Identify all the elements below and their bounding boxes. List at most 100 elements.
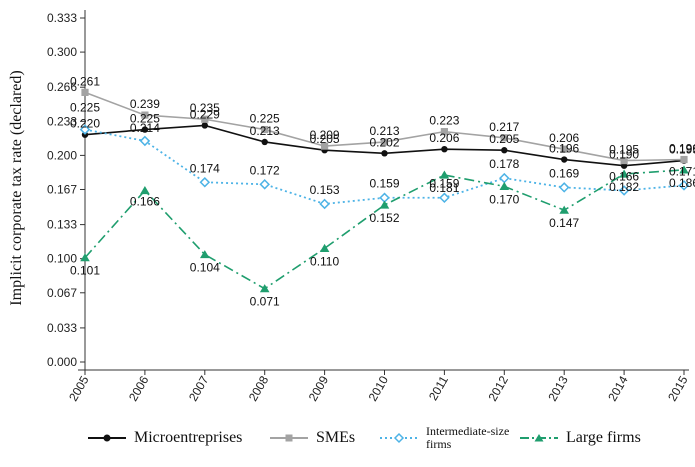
microentreprises-marker — [201, 122, 208, 129]
y-tick-label: 0.033 — [47, 321, 77, 335]
x-tick-label: 2007 — [186, 373, 212, 403]
legend-label: Large firms — [566, 429, 641, 446]
data-label-large-firms: 0.110 — [310, 254, 339, 268]
legend-label: SMEs — [316, 429, 356, 446]
data-label-microentreprises: 0.220 — [70, 117, 100, 131]
x-tick-label: 2014 — [605, 373, 631, 403]
intermediate-size-firms-marker — [139, 135, 151, 147]
legend-label: Intermediate-size firms — [426, 424, 510, 451]
data-label-microentreprises: 0.190 — [609, 148, 639, 162]
x-tick-label: 2010 — [366, 373, 392, 403]
data-label-microentreprises: 0.205 — [310, 132, 340, 146]
smes-marker — [440, 128, 448, 136]
legend-item-smes: SMEs — [270, 423, 355, 453]
legend-label: Microentreprises — [134, 429, 243, 446]
data-label-large-firms: 0.152 — [369, 211, 399, 225]
line-chart: 0.000 0.033 0.067 0.100 0.133 0.167 0.200 0.233… — [8, 10, 695, 404]
data-label-large-firms: 0.104 — [190, 261, 220, 275]
data-label-microentreprises: 0.205 — [489, 132, 519, 146]
data-label-microentreprises: 0.195 — [669, 143, 695, 157]
data-label-intermediate-size-firms: 0.178 — [489, 157, 519, 171]
y-tick-label: 0.133 — [47, 218, 77, 232]
large-firms-marker — [499, 181, 510, 190]
data-label-smes: 0.209 — [310, 128, 340, 142]
smes-marker — [380, 138, 389, 146]
x-tick-label: 2006 — [126, 373, 152, 403]
data-label-large-firms: 0.166 — [130, 195, 160, 209]
microentreprises-marker — [141, 126, 149, 133]
large-firms-marker — [439, 170, 450, 179]
data-label-layer: 0.220 0.225 0.229 0.213 0.205 0.202 0.206 0.205… — [70, 74, 695, 308]
data-label-intermediate-size-firms: 0.225 — [70, 101, 100, 115]
intermediate-size-firms-marker — [259, 179, 270, 190]
data-label-intermediate-size-firms: 0.171 — [669, 164, 695, 178]
intermediate-size-firms-marker — [439, 192, 450, 204]
microentreprises-marker — [561, 156, 568, 163]
data-label-smes: 0.223 — [429, 114, 459, 128]
data-label-smes: 0.195 — [609, 143, 639, 157]
y-tick-label: 0.100 — [47, 252, 77, 266]
large-firms-marker — [200, 250, 210, 259]
legend-swatch-smes — [270, 434, 308, 442]
series-layer — [79, 88, 690, 293]
intermediate-size-firms-marker — [618, 185, 630, 196]
data-label-smes: 0.206 — [549, 131, 579, 145]
data-label-intermediate-size-firms: 0.169 — [549, 166, 579, 180]
data-label-microentreprises: 0.206 — [429, 131, 459, 145]
y-tick-label: 0.200 — [47, 148, 77, 162]
intermediate-size-firms-marker — [199, 176, 211, 188]
data-label-intermediate-size-firms: 0.166 — [609, 170, 639, 184]
data-label-large-firms: 0.181 — [429, 181, 459, 195]
large-firms-marker — [259, 284, 270, 293]
large-firms-marker — [559, 205, 569, 214]
series-large-firms — [80, 165, 689, 293]
large-firms-marker — [80, 253, 90, 262]
data-label-smes: 0.261 — [70, 74, 100, 88]
y-axis-title: Implicit corporate tax rate (declared) — [8, 70, 25, 305]
y-tick-label: 0.233 — [47, 114, 77, 128]
large-firms-marker — [140, 186, 150, 195]
x-tick-label: 2011 — [426, 373, 451, 403]
data-label-microentreprises: 0.196 — [549, 142, 579, 156]
legend-item-intermediate-size-firms: Intermediate-size firms — [380, 423, 524, 453]
legend-swatch-intermediate-size-firms — [380, 432, 418, 444]
data-label-smes: 0.225 — [250, 112, 280, 126]
data-label-microentreprises: 0.213 — [250, 124, 280, 138]
y-tick-label: 0.333 — [47, 11, 77, 25]
data-label-large-firms: 0.182 — [609, 180, 639, 194]
legend: Microentreprises SMEs Intermediate-size … — [80, 423, 680, 463]
data-label-large-firms: 0.186 — [669, 176, 695, 190]
microentreprises-marker — [441, 145, 448, 153]
data-label-intermediate-size-firms: 0.159 — [429, 177, 459, 191]
legend-item-microentreprises: Microentreprises — [88, 423, 242, 453]
smes-marker — [620, 156, 628, 165]
y-tick-label: 0.300 — [47, 45, 77, 59]
x-tick-label: 2008 — [246, 373, 272, 403]
smes-marker — [141, 111, 149, 119]
x-tick-label: 2013 — [545, 373, 571, 403]
legend-swatch-large-firms — [520, 434, 558, 442]
data-label-intermediate-size-firms: 0.172 — [250, 163, 280, 177]
legend-item-large-firms: Large firms — [520, 423, 641, 453]
data-label-smes: 0.196 — [669, 142, 695, 156]
data-label-microentreprises: 0.229 — [190, 107, 220, 121]
large-firms-marker — [319, 243, 330, 252]
data-label-large-firms: 0.071 — [250, 295, 280, 309]
data-label-intermediate-size-firms: 0.174 — [190, 161, 220, 175]
microentreprises-marker — [381, 150, 388, 157]
data-label-smes: 0.217 — [489, 120, 519, 134]
series-smes — [81, 88, 688, 165]
x-tick-label: 2012 — [485, 373, 511, 403]
large-firms-marker — [619, 169, 629, 178]
series-line-large-firms — [84, 169, 685, 290]
intermediate-size-firms-marker — [319, 198, 330, 210]
data-label-smes: 0.213 — [369, 124, 399, 138]
legend-swatch-microentreprises — [88, 434, 126, 442]
x-tick-label: 2009 — [306, 373, 332, 403]
smes-marker — [680, 155, 688, 164]
intermediate-size-firms-marker — [79, 124, 91, 135]
data-label-smes: 0.235 — [190, 101, 220, 115]
y-tick-label: 0.000 — [47, 355, 77, 369]
microentreprises-marker — [501, 147, 508, 154]
large-firms-marker — [379, 200, 390, 209]
